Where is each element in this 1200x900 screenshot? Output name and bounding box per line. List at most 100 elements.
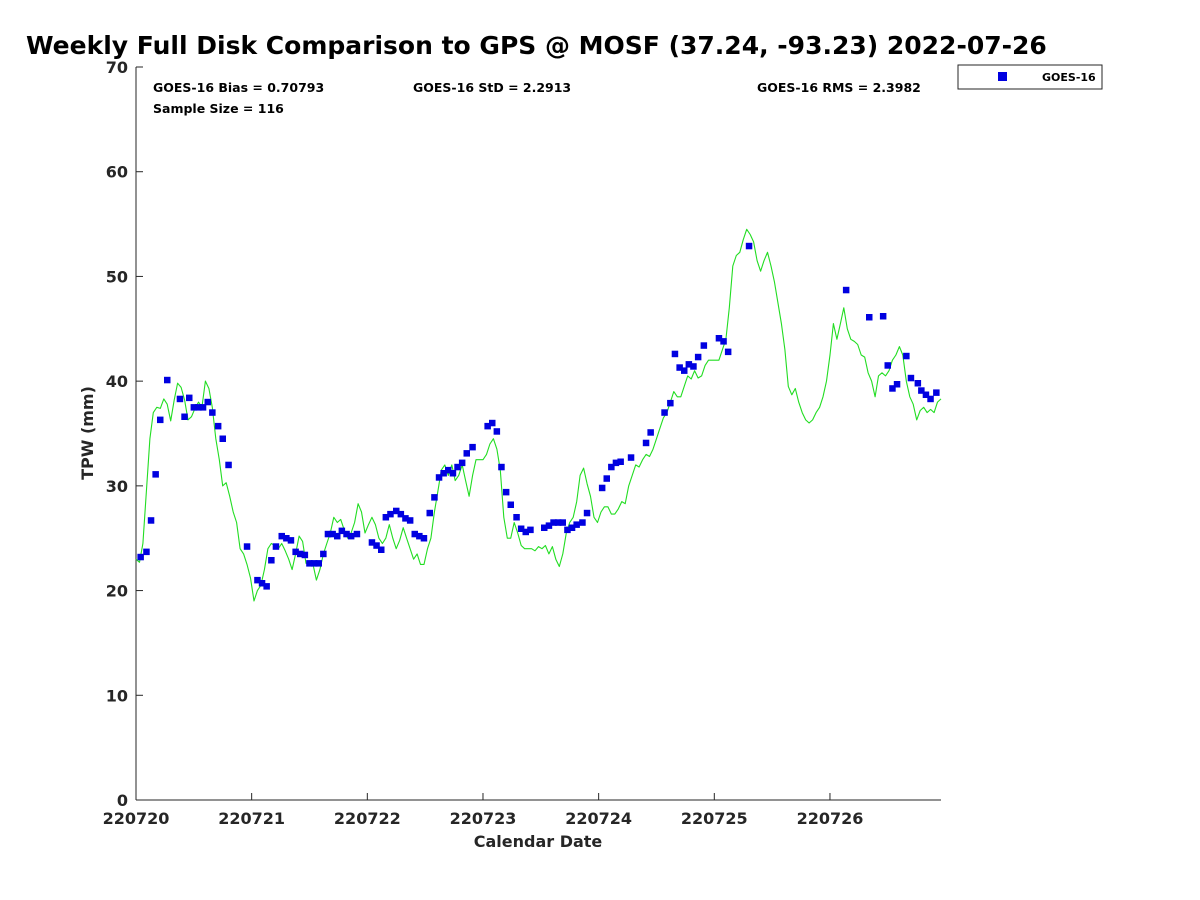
goes16-point — [225, 461, 232, 469]
goes16-point — [209, 409, 216, 416]
goes16-point — [137, 553, 144, 561]
goes16-point — [243, 543, 251, 550]
legend: GOES-16 — [957, 64, 1103, 90]
goes16-point — [463, 450, 470, 457]
goes16-point — [627, 454, 635, 461]
y-axis-ticks: 0 10 20 30 40 50 60 70 — [106, 58, 143, 810]
goes16-point — [527, 526, 534, 534]
goes16-point — [667, 399, 674, 407]
goes16-point — [292, 548, 299, 556]
legend-marker-goes16 — [998, 72, 1007, 81]
goes16-point — [263, 583, 270, 590]
goes16-point — [550, 519, 557, 526]
goes16-point — [522, 528, 529, 536]
goes16-point — [573, 521, 580, 528]
x-axis-label: Calendar Date — [474, 832, 603, 851]
y-tick-label: 30 — [106, 477, 128, 496]
goes16-point — [143, 548, 150, 556]
goes16-point — [164, 376, 171, 384]
goes16-point — [745, 242, 753, 250]
goes16-point — [568, 524, 576, 531]
goes16-point — [933, 389, 940, 396]
goes16-point — [258, 580, 266, 587]
goes16-point — [724, 348, 732, 356]
goes16-point — [545, 522, 553, 529]
x-tick-label: 220724 — [565, 809, 632, 828]
goes16-point — [301, 551, 309, 559]
goes16-point — [922, 391, 930, 398]
gps-series — [135, 228, 942, 602]
goes16-point — [393, 507, 400, 515]
goes16-point — [720, 338, 727, 345]
goes16-point — [416, 532, 423, 540]
goes16-point — [927, 395, 934, 403]
gps-line — [135, 228, 942, 602]
goes16-point — [347, 532, 355, 540]
goes16-point — [297, 550, 304, 558]
y-tick-label: 40 — [106, 372, 128, 391]
x-tick-label: 220721 — [218, 809, 285, 828]
goes16-point — [685, 361, 693, 368]
goes16-point — [426, 509, 433, 517]
goes16-point — [195, 404, 202, 411]
goes16-point — [918, 387, 925, 394]
goes16-point — [498, 463, 505, 471]
goes16-point — [507, 501, 514, 508]
goes16-point — [440, 470, 447, 477]
goes16-point — [190, 404, 198, 411]
goes16-point — [329, 530, 336, 538]
goes16-point — [219, 435, 226, 442]
goes16-point — [338, 527, 346, 535]
goes16-point — [186, 394, 193, 402]
legend-box — [957, 64, 1103, 90]
goes16-point — [214, 422, 222, 430]
goes16-point — [378, 546, 385, 553]
goes16-point — [204, 398, 211, 406]
goes16-point — [502, 488, 510, 496]
goes16-point — [306, 560, 313, 567]
goes16-point — [903, 352, 910, 360]
bias-stat: GOES-16 Bias = 0.70793 — [153, 80, 324, 95]
goes16-point — [612, 459, 620, 467]
y-axis-label: TPW (mm) — [78, 386, 97, 480]
goes16-point — [283, 535, 290, 542]
goes16-point — [152, 471, 159, 478]
chart-title: Weekly Full Disk Comparison to GPS @ MOS… — [26, 31, 1047, 60]
y-tick-label: 50 — [106, 267, 128, 286]
plot-area — [135, 67, 941, 801]
goes16-point — [598, 484, 606, 492]
goes16-point — [681, 367, 688, 374]
goes16-point — [449, 470, 457, 477]
goes16-point — [420, 535, 428, 542]
goes16-point — [334, 532, 341, 540]
goes16-point — [694, 353, 702, 361]
goes16-point — [671, 350, 679, 358]
goes16-point — [700, 342, 708, 349]
goes16-point — [866, 314, 873, 321]
goes16-point — [157, 416, 164, 424]
goes16-point — [579, 519, 586, 526]
goes16-point — [608, 463, 615, 471]
rms-stat: GOES-16 RMS = 2.3982 — [757, 80, 921, 95]
goes16-point — [287, 537, 295, 544]
goes16-point — [406, 517, 414, 524]
goes16-point — [199, 404, 207, 411]
goes16-point — [642, 439, 650, 447]
goes16-point — [320, 550, 327, 558]
goes16-point — [176, 395, 184, 403]
goes16-point — [715, 335, 723, 342]
goes16-point — [907, 374, 915, 382]
goes16-point — [676, 364, 683, 371]
goes16-point — [397, 510, 405, 518]
goes16-point — [603, 475, 610, 482]
goes16-point — [517, 525, 525, 532]
goes16-point — [879, 313, 887, 320]
goes16-point — [617, 458, 624, 465]
goes16-point — [690, 363, 697, 370]
goes16-point — [181, 413, 188, 420]
x-axis-ticks: 220720 220721 220722 220723 220724 220725 2207… — [103, 793, 863, 828]
goes16-point — [353, 530, 361, 538]
goes16-series — [137, 242, 940, 590]
legend-label-goes16: GOES-16 — [1042, 71, 1096, 84]
goes16-point — [493, 428, 501, 435]
